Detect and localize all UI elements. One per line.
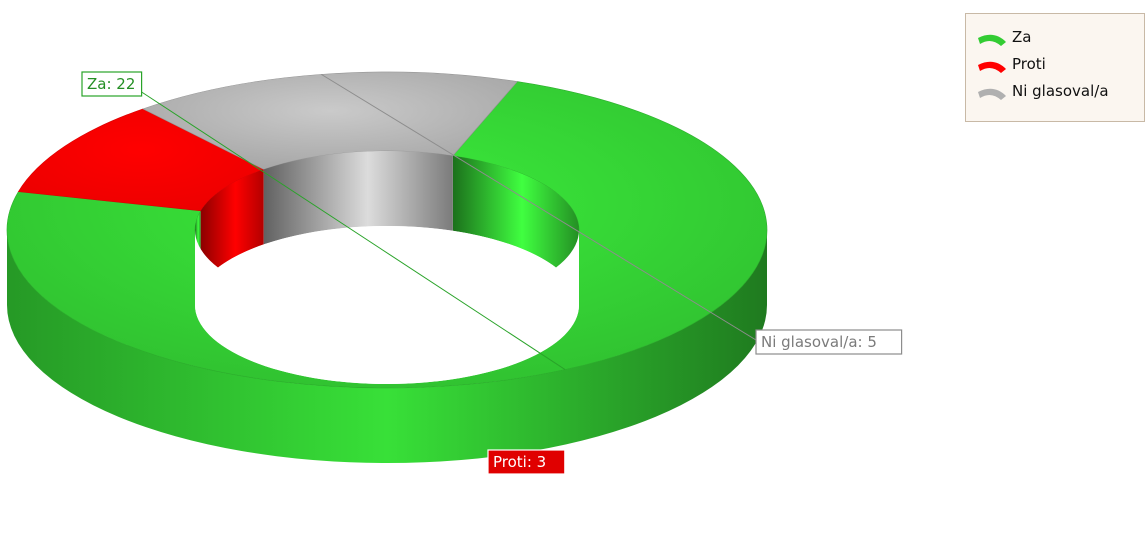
legend-item-proti: Proti xyxy=(974,50,1144,77)
data-label-proti: Proti: 3 xyxy=(487,449,566,475)
legend-swatch-ni-glasoval xyxy=(974,80,1012,102)
data-label-ni-glasoval-a: Ni glasoval/a: 5 xyxy=(321,73,903,355)
legend-label-ni-glasoval: Ni glasoval/a xyxy=(1012,81,1109,100)
inner-wall-ni-glasoval-a xyxy=(263,151,453,245)
side-za xyxy=(7,230,767,463)
legend-item-ni-glasoval: Ni glasoval/a xyxy=(974,77,1144,104)
data-label-za: Za: 22 xyxy=(81,71,566,370)
inner-wall-za xyxy=(452,155,579,305)
svg-text:Za: 22: Za: 22 xyxy=(87,75,135,93)
inner-wall-proti xyxy=(200,169,264,286)
legend-swatch-proti xyxy=(974,53,1012,75)
svg-text:Ni glasoval/a: 5: Ni glasoval/a: 5 xyxy=(761,333,877,351)
legend-label-proti: Proti xyxy=(1012,54,1046,73)
legend-item-za: Za xyxy=(974,23,1144,50)
legend-swatch-za xyxy=(974,26,1012,48)
donut-hole-floor xyxy=(195,226,579,384)
legend: Za Proti Ni glasoval/a xyxy=(965,13,1145,122)
legend-label-za: Za xyxy=(1012,27,1032,46)
svg-text:Proti: 3: Proti: 3 xyxy=(493,453,546,471)
